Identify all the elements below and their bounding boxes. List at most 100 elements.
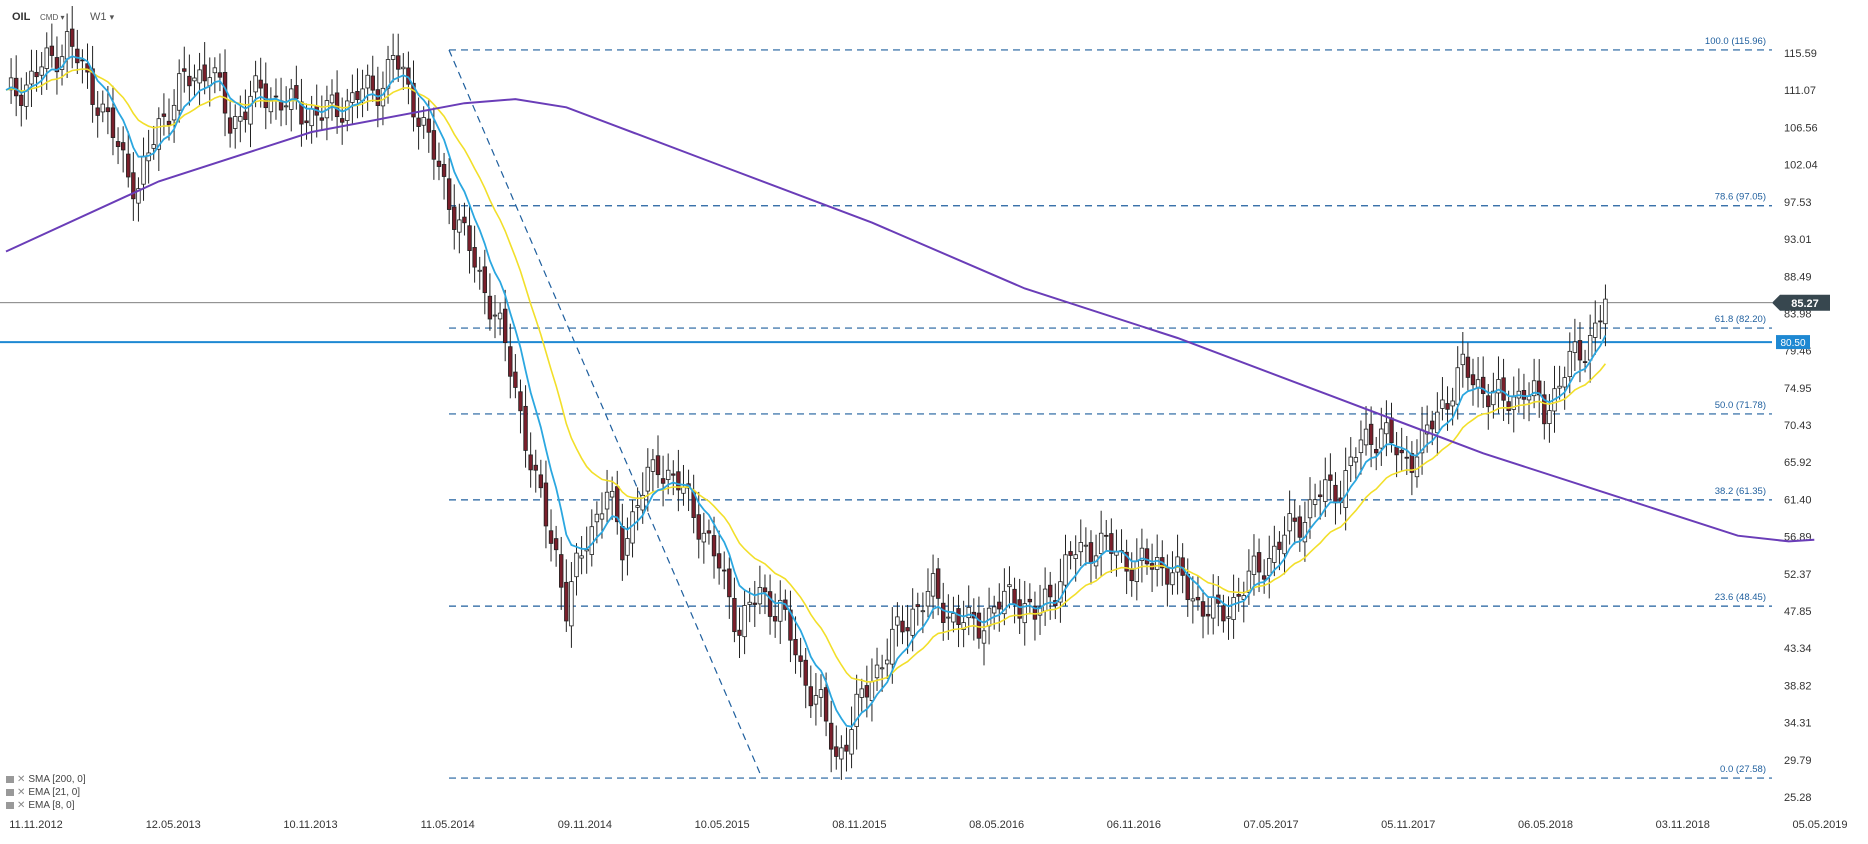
candle-body: [1587, 335, 1593, 361]
x-tick-label: 05.05.2019: [1792, 819, 1847, 831]
indicator-legend-ema21[interactable]: ✕ EMA [21, 0]: [6, 787, 80, 798]
candle-body: [910, 608, 915, 636]
candle-body: [202, 64, 207, 82]
candle-body: [217, 72, 223, 78]
candle-body: [85, 63, 90, 73]
x-tick-label: 11.05.2014: [421, 819, 475, 831]
settings-icon[interactable]: [6, 775, 14, 783]
candle-body: [1104, 534, 1109, 537]
interval-selector[interactable]: W1 ▾: [90, 11, 115, 23]
fib-level-label: 100.0 (115.96): [1705, 36, 1766, 47]
candle-body: [757, 587, 763, 605]
candle-body: [1501, 377, 1506, 401]
candle-body: [589, 526, 594, 555]
type-selector[interactable]: CMD ▾: [40, 13, 65, 22]
candle-body: [1144, 548, 1150, 565]
candle-body: [1114, 551, 1119, 556]
candle-body: [874, 664, 880, 679]
candle-body: [722, 569, 727, 572]
candle-body: [1389, 417, 1394, 444]
candle-body: [930, 573, 936, 597]
candle-body: [411, 82, 416, 118]
close-icon[interactable]: ✕: [17, 787, 26, 798]
candle-body: [329, 94, 335, 104]
candle-body: [1562, 377, 1567, 388]
x-tick-label: 06.11.2016: [1107, 819, 1161, 831]
candle-body: [457, 219, 462, 233]
candle-body: [696, 514, 701, 540]
indicator-legend-sma[interactable]: ✕ SMA [200, 0]: [6, 774, 86, 785]
candle-body: [1368, 423, 1374, 445]
candle-body: [1317, 494, 1323, 498]
candle-body: [1200, 601, 1206, 617]
candle-body: [849, 729, 854, 755]
candle-body: [1154, 557, 1160, 570]
x-tick-label: 09.11.2014: [558, 819, 612, 831]
y-tick-label: 83.98: [1784, 308, 1812, 320]
candle-body: [513, 371, 518, 388]
y-tick-label: 47.85: [1784, 606, 1812, 618]
candle-body: [350, 92, 355, 103]
candle-body: [1537, 380, 1542, 396]
candle-body: [436, 160, 442, 167]
candle-body: [665, 469, 671, 480]
candle-body: [487, 295, 493, 320]
candle-body: [477, 269, 482, 272]
y-tick-label: 102.04: [1784, 160, 1818, 172]
candle-body: [339, 118, 345, 123]
candle-body: [1211, 596, 1216, 619]
candle-body: [1256, 552, 1262, 573]
candle-body: [599, 513, 605, 520]
indicator-legend-ema8[interactable]: ✕ EMA [8, 0]: [6, 800, 75, 811]
candle-body: [742, 605, 747, 638]
candle-body: [1007, 584, 1012, 588]
candle-body: [1221, 605, 1226, 622]
y-tick-label: 106.56: [1784, 122, 1818, 134]
candle-body: [1521, 390, 1527, 400]
candle-body: [1486, 395, 1491, 408]
candle-body: [788, 609, 793, 641]
candle-body: [1404, 456, 1409, 459]
price-badge-label: 85.27: [1791, 298, 1819, 310]
candle-body: [655, 455, 661, 476]
candle-body: [319, 117, 325, 121]
candle-body: [334, 92, 340, 118]
candle-body: [966, 606, 971, 619]
candle-body: [1302, 522, 1308, 543]
candle-body: [1343, 470, 1348, 508]
close-icon[interactable]: ✕: [17, 800, 26, 811]
candle-body: [1078, 542, 1083, 553]
candle-body: [1170, 572, 1175, 586]
candle-body: [431, 130, 437, 160]
settings-icon[interactable]: [6, 801, 14, 809]
candle-body: [258, 79, 263, 89]
candle-body: [564, 581, 569, 622]
candle-body: [24, 84, 29, 107]
candle-body: [1032, 605, 1038, 620]
settings-icon[interactable]: [6, 788, 14, 796]
candle-body: [1348, 456, 1353, 467]
candle-body: [1491, 390, 1496, 406]
candle-body: [1261, 575, 1267, 580]
candle-body: [818, 689, 824, 698]
candle-body: [671, 473, 676, 476]
y-tick-label: 52.37: [1784, 569, 1812, 581]
candle-body: [161, 113, 167, 117]
candle-body: [706, 530, 712, 534]
fib-level-label: 0.0 (27.58): [1720, 764, 1766, 775]
price-badge: [1772, 294, 1830, 311]
candle-body: [1277, 541, 1282, 550]
candle-body: [1531, 380, 1537, 397]
candle-body: [609, 490, 615, 498]
candle-body: [309, 108, 314, 127]
candle-body: [1042, 588, 1048, 612]
candle-body: [900, 620, 905, 633]
candle-body: [100, 103, 105, 113]
candle-body: [156, 118, 162, 150]
candle-body: [1379, 428, 1384, 449]
candle-body: [701, 532, 707, 543]
close-icon[interactable]: ✕: [17, 774, 26, 785]
candle-body: [1430, 420, 1435, 430]
